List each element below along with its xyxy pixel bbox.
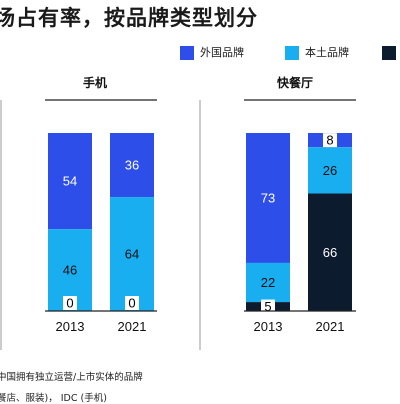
x-tick-label-1-1: 2021 [316, 319, 345, 334]
value-label-third-1-0: 5 [264, 299, 271, 314]
value-label-local-0-0: 46 [63, 263, 77, 278]
value-label-box-third-1-0 [261, 299, 275, 314]
value-label-foreign-0-0: 54 [63, 174, 77, 189]
legend-swatch-local [285, 46, 299, 60]
value-label-box-third-0-1 [125, 296, 139, 310]
x-tick-label-0-0: 2013 [56, 319, 85, 334]
value-label-box-third-0-0 [63, 296, 77, 310]
x-tick-label-0-1: 2021 [118, 319, 147, 334]
value-label-foreign-1-0: 73 [261, 190, 275, 205]
bar-foreign-0-0 [48, 133, 92, 230]
bar-local-0-1 [110, 197, 154, 311]
value-label-third-0-0: 0 [66, 296, 73, 311]
panel-title-0: 手机 [83, 75, 107, 90]
x-tick-label-1-0: 2013 [254, 319, 283, 334]
value-label-local-0-1: 64 [125, 247, 139, 262]
panel-title-1: 快餐厅 [277, 75, 313, 90]
bar-foreign-0-1 [110, 133, 154, 198]
value-label-third-0-1: 0 [128, 296, 135, 311]
value-label-foreign-1-1: 8 [326, 133, 333, 148]
bar-third-1-1 [308, 193, 352, 311]
footnote-2: 餐店、服装)， IDC (手机) [0, 393, 107, 404]
stacked-bar-chart: 手机 54 46 0 2013 36 64 0 2021 快餐厅 73 22 5 2013 8 26 66 202… [0, 75, 356, 350]
legend-swatch-foreign [180, 46, 194, 60]
value-label-local-1-0: 22 [261, 275, 275, 290]
value-label-third-1-1: 66 [323, 245, 337, 260]
value-label-box-foreign-1-1 [323, 133, 337, 148]
legend-swatch-third [382, 46, 396, 60]
value-label-foreign-0-1: 36 [125, 158, 139, 173]
bar-foreign-1-0 [246, 133, 290, 263]
footnote-1: 中国拥有独立运营/上市实体的品牌 [0, 372, 143, 383]
legend-label-foreign: 外国品牌 [200, 46, 244, 59]
bar-local-1-0 [246, 262, 290, 303]
bar-local-1-1 [308, 147, 352, 194]
value-label-local-1-1: 26 [323, 163, 337, 178]
legend-label-local: 本土品牌 [305, 46, 349, 59]
page-title: 场占有率，按品牌类型划分 [0, 5, 258, 30]
